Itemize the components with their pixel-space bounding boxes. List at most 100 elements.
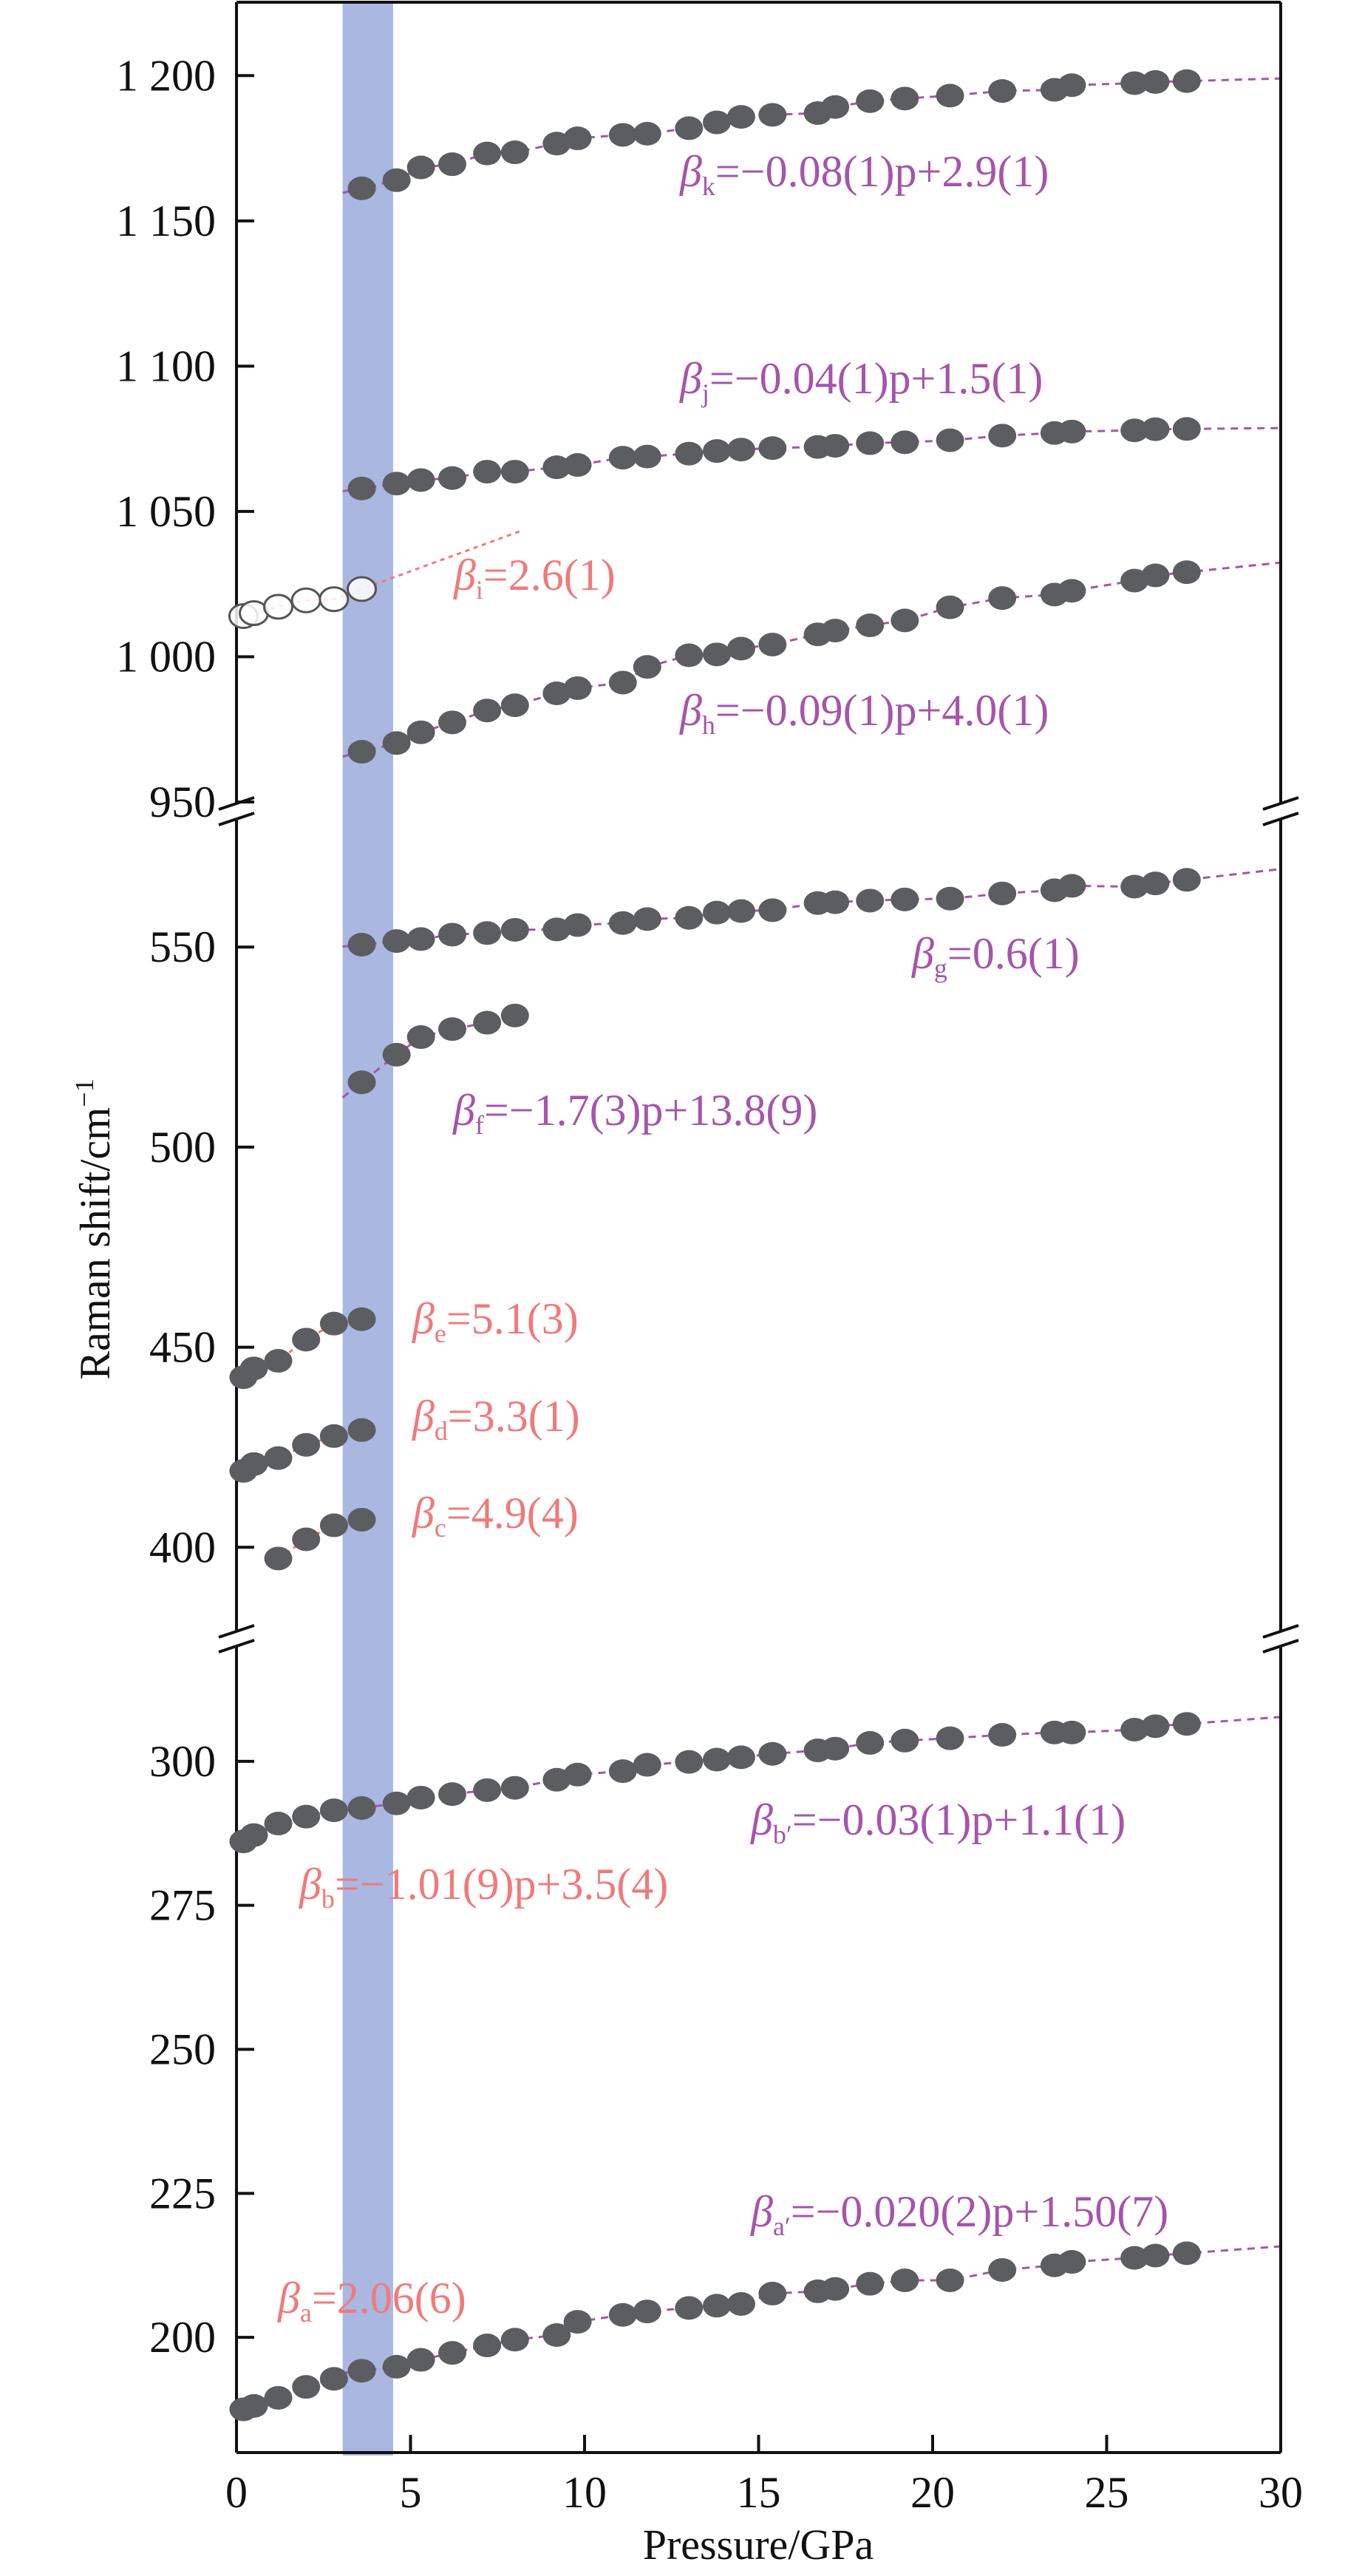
data-point — [608, 670, 637, 695]
y-axis-title: Raman shift/cm−1 — [69, 1078, 119, 1379]
data-point — [319, 2367, 348, 2391]
data-point — [821, 890, 850, 914]
data-point — [406, 1785, 435, 1809]
data-point — [1172, 69, 1201, 93]
x-tick-label: 20 — [910, 2468, 955, 2517]
data-point — [319, 1311, 348, 1336]
fit-annotation-a: βa=2.06(6) — [277, 2274, 466, 2328]
data-point — [891, 608, 919, 633]
data-point — [758, 1741, 787, 1766]
data-point — [347, 476, 376, 500]
annotation-text: =5.1(3) — [446, 1294, 579, 1343]
data-point — [382, 731, 411, 755]
fit-annotation-d: βd=3.3(1) — [412, 1392, 580, 1446]
data-point — [563, 676, 592, 700]
data-point — [1058, 1720, 1086, 1744]
fit-annotation-f: βf=−1.7(3)p+13.8(9) — [452, 1086, 817, 1140]
data-point — [1058, 874, 1086, 898]
data-point — [702, 900, 731, 925]
highlight-band-layer — [342, 2, 393, 2456]
data-point — [821, 434, 850, 458]
data-point — [988, 1723, 1017, 1747]
beta-symbol: β — [453, 551, 476, 599]
data-point — [438, 1782, 467, 1807]
data-point — [988, 424, 1017, 448]
data-point — [264, 1546, 293, 1571]
data-point — [239, 2393, 268, 2418]
y-tick-label: 1 050 — [116, 487, 216, 536]
data-point — [1058, 419, 1086, 444]
axis-break-mark — [218, 812, 255, 826]
data-point — [1058, 73, 1086, 98]
data-point — [347, 1795, 376, 1820]
data-point — [473, 141, 502, 166]
data-point — [856, 1730, 885, 1755]
annotations-layer: βk=−0.08(1)p+2.9(1)βj=−0.04(1)p+1.5(1)βh… — [277, 147, 1168, 2328]
data-point — [675, 1750, 704, 1774]
data-point — [936, 1726, 964, 1750]
data-point — [1120, 874, 1149, 899]
data-point — [438, 922, 467, 947]
data-point — [856, 888, 885, 913]
data-point — [856, 89, 885, 113]
data-point — [500, 460, 529, 484]
fit-annotation-g: βg=0.6(1) — [911, 929, 1080, 983]
axis-break-mark — [1262, 796, 1299, 811]
data-point — [438, 710, 467, 735]
data-point — [292, 1328, 321, 1352]
beta-symbol: β — [412, 1294, 435, 1343]
beta-symbol: β — [750, 1795, 773, 1844]
data-point — [856, 431, 885, 455]
x-tick-label: 5 — [400, 2468, 422, 2517]
annotation-text: =3.3(1) — [448, 1392, 580, 1441]
annotation-subscript: d — [435, 1416, 448, 1446]
data-point — [1141, 417, 1170, 441]
data-point — [264, 1349, 293, 1373]
y-tick-label: 225 — [149, 2169, 216, 2218]
data-point — [239, 1452, 268, 1476]
data-point — [891, 86, 919, 111]
data-point — [542, 455, 571, 480]
data-point — [406, 2348, 435, 2372]
annotation-subscript: b′ — [773, 1820, 792, 1849]
data-point — [382, 168, 411, 192]
y-tick-label: 1 100 — [116, 341, 216, 390]
data-point — [406, 927, 435, 951]
data-point — [347, 1070, 376, 1095]
annotation-subscript: i — [476, 575, 483, 605]
data-point — [347, 1418, 376, 1442]
axis-break-mark — [1262, 1639, 1299, 1654]
data-point — [1141, 1714, 1170, 1739]
data-point — [1172, 868, 1201, 892]
data-point — [758, 898, 787, 922]
data-point — [726, 899, 755, 923]
data-point — [319, 1424, 348, 1448]
data-point — [675, 116, 704, 140]
data-point — [1120, 71, 1149, 95]
data-point — [608, 911, 637, 935]
annotation-text: =−0.04(1)p+1.5(1) — [709, 354, 1043, 403]
data-point — [473, 699, 502, 723]
x-tick-label: 30 — [1259, 2468, 1303, 2517]
beta-symbol: β — [452, 1086, 475, 1135]
data-point — [292, 1433, 321, 1457]
data-point — [758, 103, 787, 127]
y-tick-label: 950 — [149, 778, 216, 826]
axes-layer: 950 1 000 1 050 1 100 1 150 1 200 400 450 500 550… — [116, 1, 1303, 2517]
data-point — [292, 1527, 321, 1552]
data-point — [675, 441, 704, 466]
x-tick-label: 0 — [225, 2468, 248, 2517]
pressure-band — [342, 2, 393, 2456]
data-point — [438, 1017, 467, 1041]
data-point — [563, 1762, 592, 1787]
data-point — [891, 2268, 919, 2292]
y-axis-title-superscript: −1 — [69, 1078, 99, 1107]
annotation-subscript: j — [701, 378, 709, 408]
annotation-text: =4.9(4) — [446, 1489, 579, 1537]
data-point — [473, 1010, 502, 1035]
y-tick-label: 200 — [149, 2313, 216, 2362]
y-tick-label: 550 — [149, 922, 216, 971]
data-point — [319, 1513, 348, 1537]
data-point — [319, 1798, 348, 1823]
beta-symbol: β — [750, 2187, 773, 2236]
